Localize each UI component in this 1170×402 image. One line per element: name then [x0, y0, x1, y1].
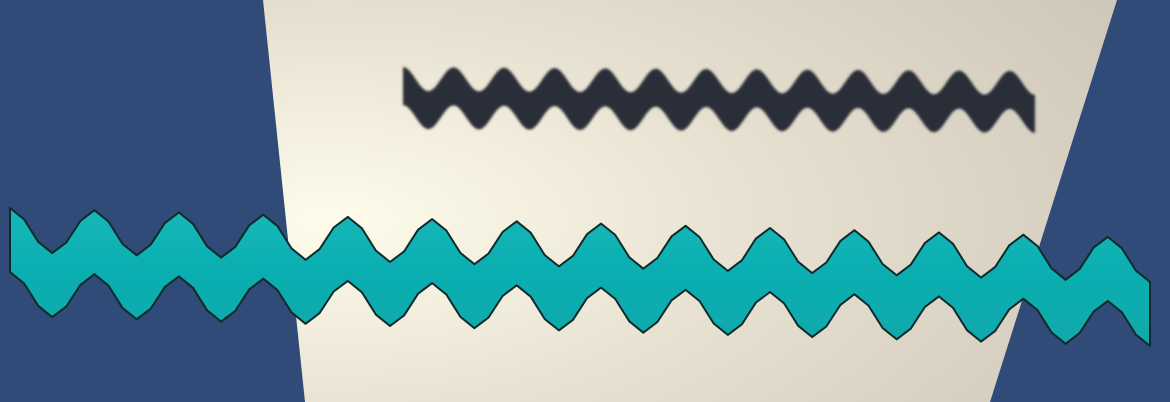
paper-sheet — [263, 0, 1117, 402]
dark-wavy-ribbon — [403, 67, 1035, 133]
teal-wavy-ribbon — [9, 207, 1151, 347]
